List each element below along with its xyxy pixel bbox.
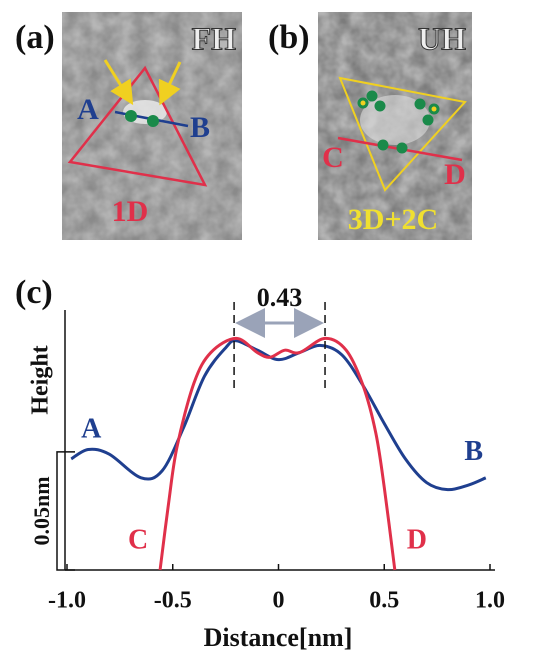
end-label: C [322, 141, 344, 174]
curve-end-label: D [407, 524, 427, 555]
scale-bar-label: 0.05nm [29, 476, 54, 545]
end-label: B [190, 111, 210, 144]
atom [147, 115, 159, 127]
panel-tag: FH [192, 20, 237, 56]
arrow [158, 61, 182, 106]
atom-center [360, 100, 366, 106]
triangle [67, 65, 208, 187]
x-tick-label: -1.0 [48, 588, 86, 614]
atom [366, 90, 378, 102]
triangle [338, 76, 467, 192]
panel-b: (b) UH C D 3D+2C [268, 12, 472, 240]
curve-end-label: B [464, 436, 483, 467]
atom [377, 139, 389, 151]
panel-caption: 3D+2C [348, 203, 438, 236]
panel-caption: 1D [112, 195, 149, 228]
x-axis-label: Distance[nm] [204, 623, 353, 652]
atom [414, 98, 426, 110]
atom [396, 142, 408, 154]
panel-a: (a) FH A B 1D [15, 12, 242, 240]
end-label: D [444, 158, 466, 191]
x-tick-label: 1.0 [475, 588, 505, 614]
atom [422, 114, 434, 126]
arrow [103, 59, 134, 106]
curve-end-label: A [81, 413, 102, 444]
panel-label: (c) [15, 274, 53, 311]
x-tick-label: 0 [273, 588, 285, 614]
atom [125, 110, 137, 122]
y-axis-label: Height [28, 345, 54, 414]
profile-curve [158, 336, 397, 571]
x-tick-label: -0.5 [154, 588, 192, 614]
atom [374, 100, 386, 112]
panel-label: (b) [268, 19, 310, 56]
atom-center [431, 106, 437, 112]
panel-tag: UH [418, 20, 466, 56]
curve-end-label: C [128, 524, 148, 555]
panel-label: (a) [15, 19, 55, 56]
scale-bar [56, 451, 75, 571]
distance-label: 0.43 [257, 283, 303, 312]
x-tick-label: 0.5 [369, 588, 399, 614]
end-label: A [77, 93, 99, 126]
profile-curve [70, 339, 487, 492]
